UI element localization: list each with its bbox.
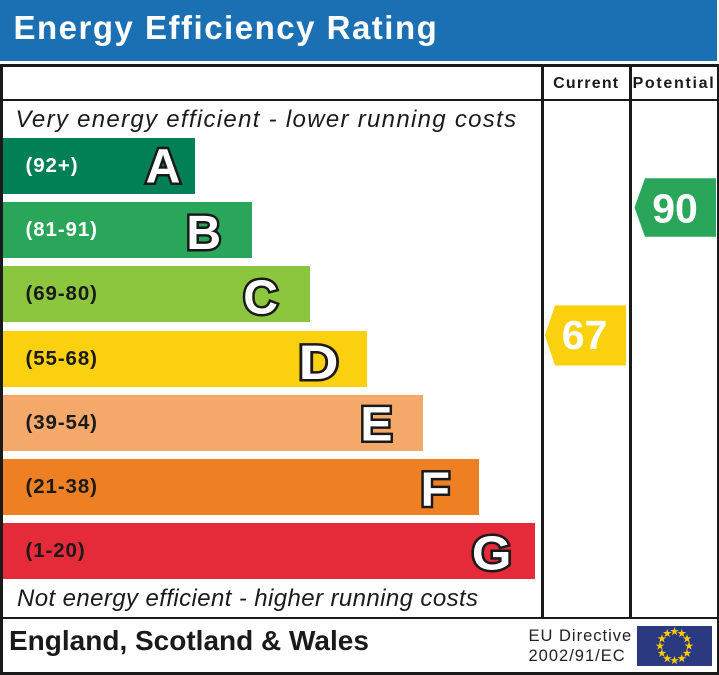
svg-text:F: F — [421, 464, 450, 517]
svg-text:90: 90 — [652, 186, 698, 232]
svg-text:C: C — [243, 272, 278, 325]
svg-text:67: 67 — [562, 312, 608, 358]
svg-text:B: B — [186, 207, 221, 260]
svg-text:A: A — [146, 141, 181, 194]
svg-text:G: G — [472, 527, 512, 580]
svg-text:E: E — [360, 398, 392, 451]
svg-text:D: D — [299, 336, 339, 390]
